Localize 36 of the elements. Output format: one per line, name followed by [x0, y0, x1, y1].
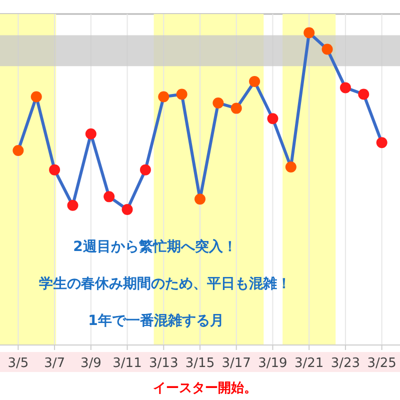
point — [140, 164, 151, 176]
point — [376, 137, 388, 148]
point — [30, 91, 42, 102]
point — [358, 88, 370, 100]
point — [12, 144, 24, 156]
x-tick-label: 3/15 — [185, 356, 215, 371]
text: イースター開始。 — [153, 381, 257, 396]
x-tick-label: 3/17 — [222, 356, 251, 371]
x-tick-label: 3/23 — [330, 356, 360, 371]
point — [176, 88, 188, 100]
x-tick-label: 3/25 — [367, 356, 396, 371]
point — [67, 200, 78, 211]
point — [340, 82, 351, 94]
x-tick-label: 3/19 — [258, 356, 288, 371]
annotation: 学生の春休み期間のため、平日も混雑！ — [39, 276, 291, 292]
point — [85, 128, 96, 140]
x-tick-label: 3/7 — [44, 356, 66, 371]
point — [194, 194, 206, 205]
point — [212, 97, 224, 108]
x-tick-label: 3/11 — [112, 356, 142, 371]
point — [122, 204, 133, 215]
point — [104, 191, 115, 202]
annotation: 2週目から繁忙期へ突入！ — [73, 238, 237, 255]
x-tick-label: 3/5 — [8, 356, 29, 371]
point — [285, 162, 296, 173]
point — [304, 27, 315, 38]
point — [230, 102, 242, 114]
x-tick-label: 3/21 — [294, 356, 324, 371]
point — [249, 76, 260, 87]
annotation: 1年で一番混雑する月 — [88, 313, 224, 329]
point — [267, 113, 278, 124]
x-tick-label: 3/9 — [80, 356, 102, 371]
point — [49, 164, 60, 176]
point — [322, 44, 333, 55]
point — [158, 91, 170, 102]
x-tick-label: 3/13 — [149, 356, 178, 371]
